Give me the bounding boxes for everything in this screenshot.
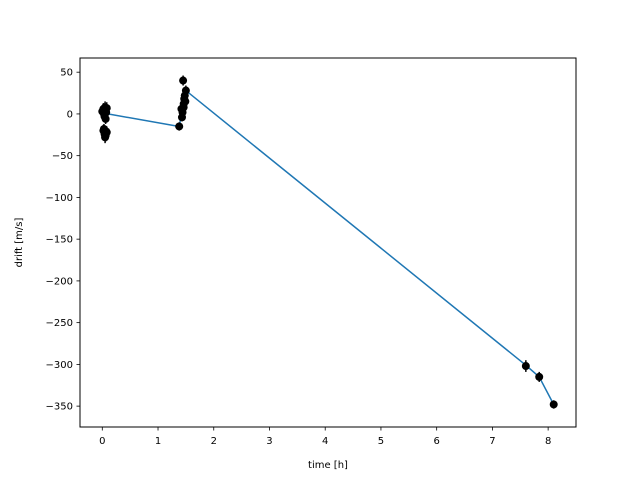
x-tick-label: 4 [322, 436, 328, 447]
y-tick-label: −350 [46, 402, 73, 413]
data-point [535, 372, 544, 381]
data-point [102, 104, 111, 113]
x-tick-label: 8 [545, 436, 551, 447]
x-tick-label: 2 [211, 436, 217, 447]
y-tick-label: −200 [46, 276, 73, 287]
data-point [181, 86, 190, 95]
plot-area [98, 75, 558, 409]
x-tick-label: 5 [378, 436, 384, 447]
y-tick-label: −150 [46, 235, 73, 246]
data-point [179, 76, 188, 85]
x-tick-label: 6 [433, 436, 439, 447]
x-tick-label: 0 [99, 436, 105, 447]
y-tick-label: 0 [67, 109, 73, 120]
data-point [179, 103, 188, 112]
x-axis: 0 1 2 3 4 5 6 7 8 [99, 427, 551, 447]
x-tick-label: 1 [155, 436, 161, 447]
x-tick-label: 3 [266, 436, 272, 447]
y-tick-label: −300 [46, 360, 73, 371]
data-point [175, 122, 184, 131]
y-tick-label: −100 [46, 193, 73, 204]
data-point [101, 114, 110, 123]
data-point [102, 127, 111, 136]
y-tick-label: −50 [52, 151, 73, 162]
data-point [521, 362, 530, 371]
axes-frame [79, 57, 577, 428]
x-tick-label: 7 [489, 436, 495, 447]
x-axis-label: time [h] [308, 460, 348, 471]
data-point [549, 400, 558, 409]
y-tick-label: −250 [46, 318, 73, 329]
y-axis: 50 0 −50 −100 −150 −200 −250 −300 −350 [46, 68, 80, 413]
y-tick-label: 50 [60, 68, 73, 79]
y-axis-label: drift [m/s] [14, 218, 25, 268]
